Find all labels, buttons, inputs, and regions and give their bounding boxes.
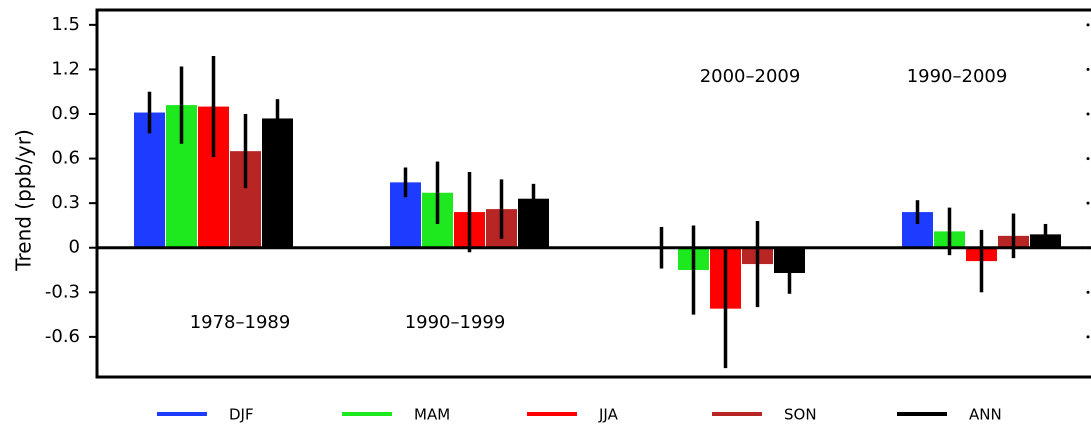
legend-label: MAM	[414, 406, 450, 424]
bar	[262, 118, 293, 248]
category-label: 1990–2009	[907, 66, 1008, 87]
y2-tick	[1086, 290, 1090, 294]
legend-label: JJA	[598, 406, 619, 424]
y2-tick	[1086, 335, 1090, 339]
y-tick-label: 1.2	[51, 58, 80, 79]
y-tick-label: -0.6	[45, 326, 80, 347]
y2-tick	[1086, 201, 1090, 205]
category-label: 1990–1999	[405, 312, 506, 333]
y-tick-label: 0.6	[51, 148, 80, 169]
category-label: 1978–1989	[190, 312, 291, 333]
y2-tick	[1086, 23, 1090, 27]
legend-label: ANN	[969, 406, 1002, 424]
y-tick-label: -0.3	[45, 281, 80, 302]
y2-tick	[1086, 157, 1090, 161]
y2-tick	[1086, 67, 1090, 71]
category-label: 2000–2009	[700, 66, 801, 87]
y-tick-label: 0.9	[51, 103, 80, 124]
y-axis-label: Trend (ppb/yr)	[12, 129, 36, 272]
plot-frame	[95, 8, 1091, 379]
y-tick-label: 0.3	[51, 192, 80, 213]
y-tick-label: 1.5	[51, 14, 80, 35]
bar	[134, 112, 165, 248]
legend-label: SON	[784, 406, 817, 424]
y2-tick	[1086, 112, 1090, 116]
legend-label: DJF	[229, 406, 254, 424]
y-tick-label: 0	[69, 237, 80, 258]
